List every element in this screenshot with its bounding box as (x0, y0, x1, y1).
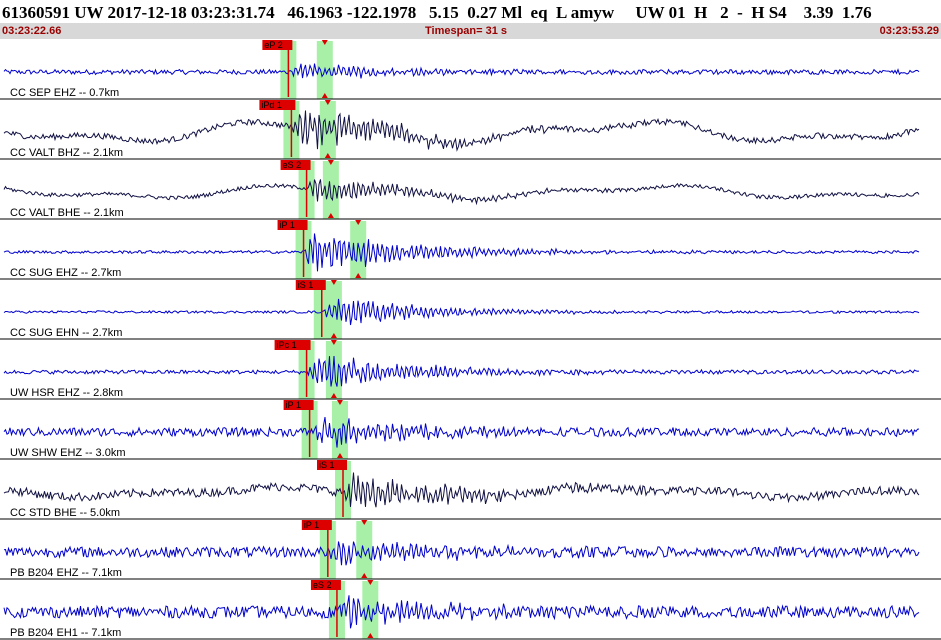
station-label: CC SEP EHZ -- 0.7km (10, 87, 119, 99)
s-marker-top (355, 220, 362, 225)
station-label: PB B204 EH1 -- 7.1km (10, 627, 121, 639)
trace-row: iS 1 CC SUG EHN -- 2.7km (0, 280, 941, 340)
station-label: UW SHW EHZ -- 3.0km (10, 447, 126, 459)
waveform-trace (3, 355, 920, 387)
s-pick-window (362, 581, 379, 639)
pick-label-box (283, 400, 314, 410)
waveform-trace (3, 472, 920, 508)
waveform-trace (3, 595, 920, 629)
trace-row: eS 2 CC VALT BHE -- 2.1km (0, 160, 941, 220)
s-pick-window (356, 521, 373, 579)
station-label: CC VALT BHE -- 2.1km (10, 207, 124, 219)
s-marker-bottom (327, 213, 334, 218)
s-marker-bottom (321, 93, 328, 98)
waveform-trace (3, 63, 920, 79)
waveform-trace (3, 179, 920, 206)
station-label: PB B204 EHZ -- 7.1km (10, 567, 122, 579)
pick-label: iPc 1 (277, 340, 297, 350)
pick-label-box (310, 580, 341, 590)
pick-label: iS 1 (298, 280, 314, 290)
waveform-trace (3, 298, 920, 326)
trace-row: iPd 1 CC VALT BHZ -- 2.1km (0, 100, 941, 160)
s-marker-top (336, 400, 343, 405)
pick-label: iS 1 (319, 460, 335, 470)
trace-row: iP 1 UW SHW EHZ -- 3.0km (0, 400, 941, 460)
start-time-label: 03:23:22.66 (2, 25, 62, 37)
s-marker-bottom (361, 573, 368, 578)
s-marker-top (330, 280, 337, 285)
s-marker-bottom (355, 273, 362, 278)
pick-label-box (295, 280, 326, 290)
s-pick-window (350, 221, 367, 279)
pick-label: eP 2 (264, 40, 282, 50)
s-pick-window (325, 341, 342, 399)
s-marker-bottom (324, 153, 331, 158)
pick-label: iPd 1 (261, 100, 282, 110)
trace-row: eP 2 CC SEP EHZ -- 0.7km (0, 40, 941, 100)
station-label: UW HSR EHZ -- 2.8km (10, 387, 123, 399)
s-marker-bottom (367, 633, 374, 638)
end-time-label: 03:23:53.29 (879, 25, 939, 37)
trace-row: iP 1 CC SUG EHZ -- 2.7km (0, 220, 941, 280)
trace-row: iPc 1 UW HSR EHZ -- 2.8km (0, 340, 941, 400)
s-marker-top (324, 100, 331, 105)
s-marker-bottom (330, 333, 337, 338)
s-marker-top (361, 520, 368, 525)
waveform-trace (3, 110, 920, 152)
station-label: CC STD BHE -- 5.0km (10, 507, 120, 519)
chart-title: 61360591 UW 2017-12-18 03:23:31.74 46.19… (2, 3, 872, 22)
pick-label: eS 2 (283, 160, 302, 170)
pick-label-box (259, 100, 296, 110)
pick-label: iP 1 (286, 400, 301, 410)
station-label: CC SUG EHZ -- 2.7km (10, 267, 121, 279)
s-marker-bottom (336, 453, 343, 458)
trace-row: iS 1 CC STD BHE -- 5.0km (0, 460, 941, 520)
waveform-trace (3, 417, 920, 448)
trace-row: eS 2 PB B204 EH1 -- 7.1km (0, 580, 941, 640)
s-marker-bottom (330, 393, 337, 398)
header: 61360591 UW 2017-12-18 03:23:31.74 46.19… (0, 0, 941, 40)
timespan-label: Timespan= 31 s (425, 25, 508, 37)
trace-row: iP 1 PB B204 EHZ -- 7.1km (0, 520, 941, 580)
pick-label-box (274, 340, 311, 350)
s-marker-top (327, 160, 334, 165)
station-label: CC SUG EHN -- 2.7km (10, 327, 122, 339)
s-marker-top (367, 580, 374, 585)
s-pick-window (322, 161, 339, 219)
s-marker-top (321, 40, 328, 45)
pick-label-box (317, 460, 348, 470)
pick-label-box (277, 220, 308, 230)
s-marker-top (330, 340, 337, 345)
pick-label-box (301, 520, 332, 530)
waveform-trace (3, 541, 920, 566)
waveform-trace (3, 233, 920, 272)
pick-label-box (262, 40, 293, 50)
seismogram-plot[interactable]: eP 2 CC SEP EHZ -- 0.7km iPd 1 CC VALT BHZ … (0, 39, 941, 640)
pick-label: iP 1 (280, 220, 295, 230)
time-band: 03:23:22.66 Timespan= 31 s 03:23:53.29 (0, 23, 941, 39)
pick-label: iP 1 (304, 520, 319, 530)
pick-label-box (280, 160, 311, 170)
pick-label: eS 2 (313, 580, 332, 590)
station-label: CC VALT BHZ -- 2.1km (10, 147, 123, 159)
